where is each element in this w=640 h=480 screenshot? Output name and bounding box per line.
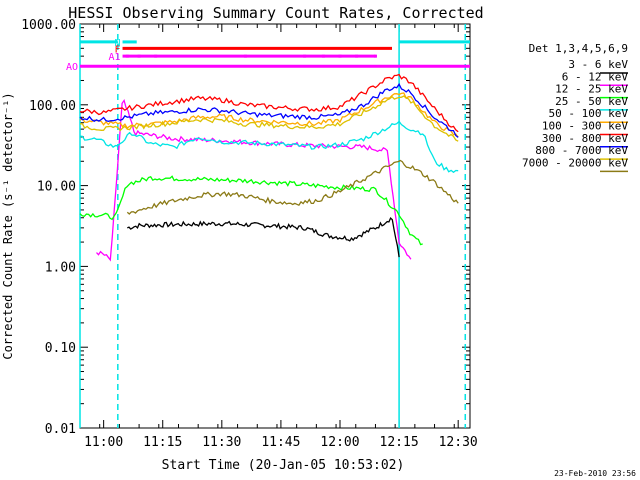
series-line-7 xyxy=(79,95,459,142)
flag-dot-5-6 xyxy=(338,54,342,58)
y-axis-label: Corrected Count Rate (s⁻¹ detector⁻¹) xyxy=(1,92,15,359)
chart-title: HESSI Observing Summary Count Rates, Cor… xyxy=(68,4,483,22)
x-axis-label: Start Time (20-Jan-05 10:53:02) xyxy=(162,458,405,473)
series-line-2 xyxy=(79,175,423,246)
flag-dot-5-0 xyxy=(125,54,129,58)
footer-date: 23-Feb-2010 23:56 xyxy=(554,469,636,478)
legend-entry-label-2: 12 - 25 keV xyxy=(555,83,628,96)
x-tick-label-5: 12:15 xyxy=(380,435,419,450)
series-line-0 xyxy=(127,217,400,258)
plot-area: 0.01 0.10 1.00 10.00 100.00 1000.00 11:00 11:15… xyxy=(21,18,478,450)
x-tick-label-6: 12:30 xyxy=(439,435,478,450)
series-line-1 xyxy=(96,99,412,262)
legend-entry-label-0: 3 - 6 keV xyxy=(568,58,628,71)
flag-dot-5-8 xyxy=(373,54,377,58)
series-line-3 xyxy=(79,120,459,174)
flag-dot-5-4 xyxy=(303,54,307,58)
legend-title: Det 1,3,4,5,6,9 xyxy=(529,42,628,55)
flag-dot-5-7 xyxy=(355,54,359,58)
x-tick-label-0: 11:00 xyxy=(84,435,123,450)
y-tick-label-1: 0.10 xyxy=(45,341,76,356)
series-line-5 xyxy=(79,73,459,133)
series-line-8 xyxy=(126,159,459,215)
flag-dot-5-5 xyxy=(321,54,325,58)
legend-entry-label-4: 50 - 100 keV xyxy=(549,107,629,120)
legend-entry-label-1: 6 - 12 keV xyxy=(562,70,629,83)
legend-entry-label-7: 800 - 7000 keV xyxy=(535,144,628,157)
legend-entry-label-3: 25 - 50 keV xyxy=(555,95,628,108)
legend-entry-label-5: 100 - 300 keV xyxy=(542,120,628,133)
y-tick-label-0: 0.01 xyxy=(45,422,76,437)
series-line-6 xyxy=(79,82,459,138)
flag-label-4: AO xyxy=(66,62,78,73)
x-tick-label-2: 11:30 xyxy=(202,435,241,450)
x-tick-label-3: 11:45 xyxy=(261,435,300,450)
x-tick-label-4: 12:00 xyxy=(320,435,359,450)
flag-label-0: F xyxy=(115,44,121,55)
flag-label-5: A1 xyxy=(108,52,120,63)
flag-dot-5-2 xyxy=(154,54,158,58)
y-tick-label-4: 100.00 xyxy=(29,99,76,114)
y-tick-label-3: 10.00 xyxy=(37,180,76,195)
flag-dot-5-3 xyxy=(243,54,247,58)
legend-entry-label-8: 7000 - 20000 keV xyxy=(522,156,628,169)
legend-entry-label-6: 300 - 800 keV xyxy=(542,132,628,145)
y-tick-label-5: 1000.00 xyxy=(21,18,76,33)
flag-dot-5-1 xyxy=(137,54,141,58)
x-tick-label-1: 11:15 xyxy=(143,435,182,450)
y-tick-label-2: 1.00 xyxy=(45,260,76,275)
